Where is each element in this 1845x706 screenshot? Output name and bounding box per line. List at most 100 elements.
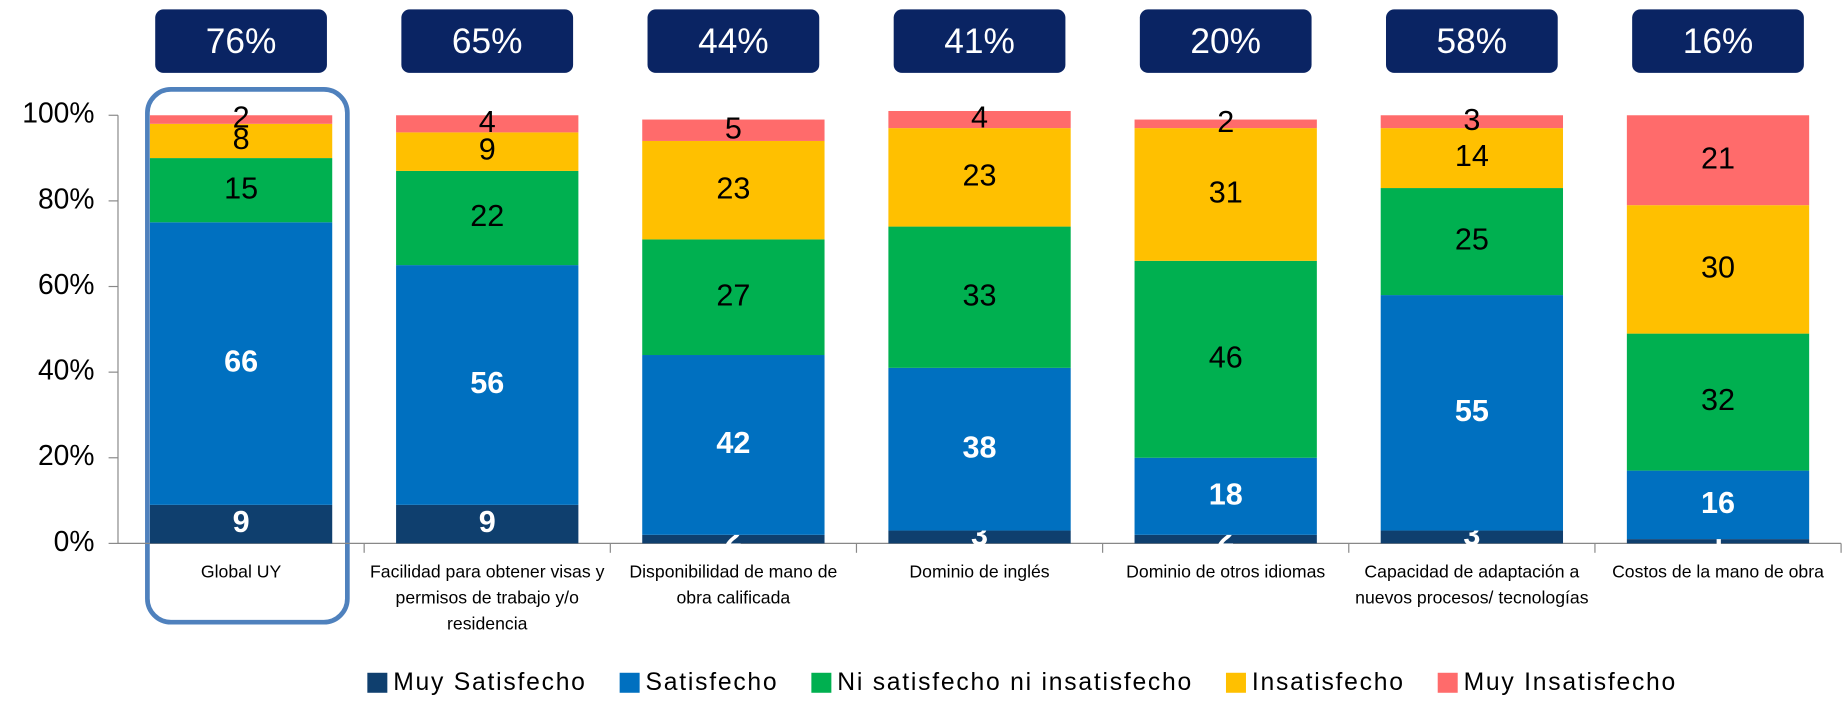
legend-label: Ni satisfecho ni insatisfecho xyxy=(837,669,1193,696)
bar-segment xyxy=(888,530,1071,544)
bar-segment xyxy=(888,110,1071,129)
data-label: 9 xyxy=(479,505,496,539)
bar-segment xyxy=(1134,260,1317,458)
data-label: 66 xyxy=(224,345,258,379)
x-label-box: Facilidad para obtener visas y permisos … xyxy=(370,562,605,634)
bar-segment xyxy=(1380,295,1564,531)
bar-segment xyxy=(396,132,579,171)
total-label: 65% xyxy=(452,22,523,61)
legend-swatch xyxy=(1225,672,1246,693)
data-label: 30 xyxy=(1701,250,1735,284)
bar-segment xyxy=(396,115,579,133)
data-label: 5 xyxy=(725,111,742,145)
data-label: 33 xyxy=(963,278,997,312)
data-label: 4 xyxy=(971,101,988,135)
y-tick-label: 80% xyxy=(38,182,94,214)
data-label: 4 xyxy=(479,105,496,139)
y-tick-label: 0% xyxy=(54,525,95,557)
bar-segment xyxy=(1626,333,1810,471)
data-label: 31 xyxy=(1209,176,1243,210)
x-tick-label: Facilidad para obtener visas y permisos … xyxy=(370,562,605,634)
bar-segment xyxy=(149,123,333,159)
total-box xyxy=(155,9,327,73)
x-label-box: Dominio de inglés xyxy=(909,562,1050,583)
data-label: 25 xyxy=(1455,223,1489,257)
bar-segment xyxy=(642,355,825,535)
bar-segment xyxy=(1134,534,1317,544)
data-label: 42 xyxy=(716,426,750,460)
bar-segment xyxy=(149,158,333,223)
bar-segment xyxy=(1626,205,1810,334)
bar-segment xyxy=(149,115,333,124)
bar-segment xyxy=(642,140,825,240)
data-label: 14 xyxy=(1455,139,1489,173)
bar-segment xyxy=(1626,470,1810,540)
total-box xyxy=(1139,9,1312,73)
bar-segment xyxy=(396,504,579,544)
data-label: 8 xyxy=(233,122,250,156)
total-label: 16% xyxy=(1683,22,1754,61)
legend-swatch xyxy=(811,672,832,693)
bar-segment xyxy=(149,504,333,544)
y-tick-label: 60% xyxy=(38,268,94,300)
total-label: 41% xyxy=(944,22,1015,61)
bar-segment xyxy=(1134,457,1317,535)
bar-segment xyxy=(888,367,1071,531)
total-label: 58% xyxy=(1437,22,1508,61)
total-label: 44% xyxy=(698,22,769,61)
x-tick-label: Disponibilidad de mano de obra calificad… xyxy=(629,562,838,608)
x-tick-label: Global UY xyxy=(200,562,282,583)
x-tick-label: Costos de la mano de obra xyxy=(1612,562,1824,583)
data-label: 22 xyxy=(470,199,504,233)
data-label: 38 xyxy=(963,430,997,464)
legend-label: Insatisfecho xyxy=(1252,669,1405,696)
data-label: 32 xyxy=(1701,383,1735,417)
legend-label: Muy Insatisfecho xyxy=(1464,669,1677,696)
y-tick-label: 100% xyxy=(22,97,94,129)
bar-segment xyxy=(396,170,579,266)
y-tick-label: 40% xyxy=(38,354,94,386)
data-label: 56 xyxy=(470,366,504,400)
data-label: 21 xyxy=(1701,141,1735,175)
total-box xyxy=(647,9,820,73)
bar-segment xyxy=(642,239,825,356)
legend-swatch xyxy=(1437,672,1458,693)
data-label: 2 xyxy=(1217,105,1234,139)
data-label: 3 xyxy=(1463,103,1480,137)
data-label: 16 xyxy=(1701,486,1735,520)
bar-segment xyxy=(1380,115,1564,129)
x-label-box: Disponibilidad de mano de obra calificad… xyxy=(629,562,838,608)
x-label-box: Costos de la mano de obra xyxy=(1612,562,1824,583)
bar-segment xyxy=(1134,119,1317,129)
bar-segment xyxy=(1380,530,1564,544)
data-label: 2 xyxy=(233,101,250,135)
data-label: 27 xyxy=(716,278,750,312)
bar-segment xyxy=(149,222,333,505)
y-tick-label: 20% xyxy=(38,439,94,471)
bar-segment xyxy=(642,119,825,141)
bar-segment xyxy=(1626,115,1810,206)
data-label: 9 xyxy=(233,505,250,539)
data-label: 15 xyxy=(224,171,258,205)
x-tick-label: Dominio de inglés xyxy=(909,562,1050,583)
bar-segment xyxy=(1626,539,1810,544)
data-label: 23 xyxy=(963,158,997,192)
data-label: 18 xyxy=(1209,477,1243,511)
total-box xyxy=(893,9,1066,73)
legend-label: Muy Satisfecho xyxy=(393,669,586,696)
highlight-frame xyxy=(145,87,350,625)
bar-segment xyxy=(1380,188,1564,296)
total-box xyxy=(1385,9,1558,73)
x-label-box: Global UY xyxy=(200,562,282,583)
bar-segment xyxy=(888,128,1071,227)
total-box xyxy=(1632,9,1804,73)
legend-swatch xyxy=(367,672,388,693)
total-box xyxy=(401,9,574,73)
total-label: 76% xyxy=(206,22,277,61)
data-label: 55 xyxy=(1455,394,1489,428)
legend-swatch xyxy=(619,672,640,693)
bar-segment xyxy=(888,226,1071,368)
bar-segment xyxy=(642,534,825,544)
